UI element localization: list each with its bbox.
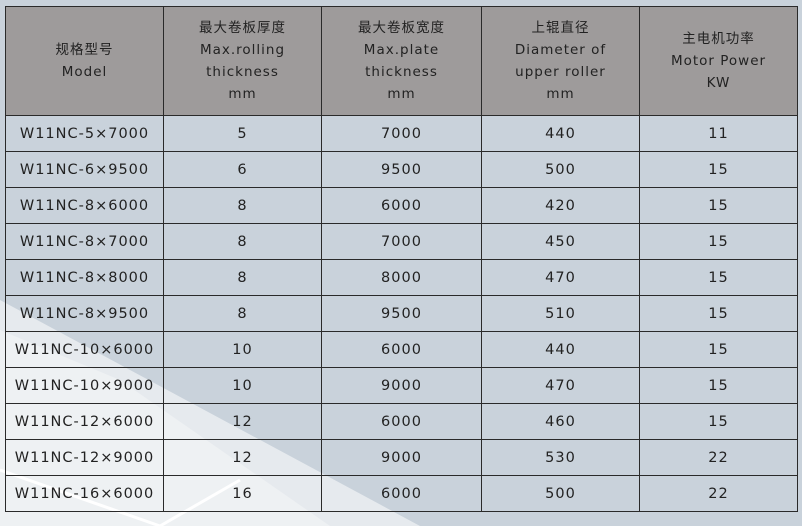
cell-model: W11NC-8×8000 bbox=[5, 259, 164, 296]
header-line: Max.rolling bbox=[199, 42, 286, 58]
cell-max-rolling-thickness: 16 bbox=[163, 475, 322, 512]
header-line: 上辊直径 bbox=[531, 20, 590, 36]
header-line: upper roller bbox=[515, 64, 606, 80]
header-model: 规格型号 Model bbox=[5, 6, 164, 116]
table-body: W11NC-5×7000 5 7000 440 11 W11NC-6×9500 6 9500 5… bbox=[5, 115, 798, 512]
header-line: Motor Power bbox=[670, 53, 767, 69]
cell-model: W11NC-8×6000 bbox=[5, 187, 164, 224]
cell-max-rolling-thickness: 8 bbox=[163, 295, 322, 332]
cell-motor-power: 11 bbox=[639, 115, 798, 152]
cell-model: W11NC-12×9000 bbox=[5, 439, 164, 476]
cell-motor-power: 15 bbox=[639, 151, 798, 188]
cell-motor-power: 15 bbox=[639, 187, 798, 224]
header-motor-power: 主电机功率 Motor Power KW bbox=[639, 6, 798, 116]
cell-upper-roller-diameter: 500 bbox=[481, 475, 640, 512]
cell-upper-roller-diameter: 420 bbox=[481, 187, 640, 224]
cell-upper-roller-diameter: 470 bbox=[481, 259, 640, 296]
cell-max-rolling-thickness: 8 bbox=[163, 187, 322, 224]
header-line: 最大卷板厚度 bbox=[199, 20, 286, 36]
table-row: W11NC-12×9000 12 9000 530 22 bbox=[5, 439, 798, 476]
cell-model: W11NC-6×9500 bbox=[5, 151, 164, 188]
table-row: W11NC-8×8000 8 8000 470 15 bbox=[5, 259, 798, 296]
cell-model: W11NC-5×7000 bbox=[5, 115, 164, 152]
header-line: Max.plate bbox=[363, 42, 440, 58]
table-row: W11NC-16×6000 16 6000 500 22 bbox=[5, 475, 798, 512]
cell-model: W11NC-12×6000 bbox=[5, 403, 164, 440]
header-max-plate-width: 最大卷板宽度 Max.plate thickness mm bbox=[321, 6, 482, 116]
cell-model: W11NC-10×9000 bbox=[5, 367, 164, 404]
cell-motor-power: 15 bbox=[639, 259, 798, 296]
cell-upper-roller-diameter: 500 bbox=[481, 151, 640, 188]
cell-model: W11NC-8×7000 bbox=[5, 223, 164, 260]
cell-max-plate-width: 9500 bbox=[321, 151, 482, 188]
cell-motor-power: 15 bbox=[639, 367, 798, 404]
header-line: mm bbox=[387, 86, 416, 102]
cell-max-plate-width: 6000 bbox=[321, 331, 482, 368]
table-row: W11NC-5×7000 5 7000 440 11 bbox=[5, 115, 798, 152]
cell-max-rolling-thickness: 10 bbox=[163, 331, 322, 368]
header-line: mm bbox=[228, 86, 257, 102]
cell-upper-roller-diameter: 450 bbox=[481, 223, 640, 260]
spec-table: 规格型号 Model 最大卷板厚度 Max.rolling thickness mm 最大卷… bbox=[5, 6, 798, 512]
table-row: W11NC-10×9000 10 9000 470 15 bbox=[5, 367, 798, 404]
header-line: thickness bbox=[365, 64, 438, 80]
cell-max-plate-width: 8000 bbox=[321, 259, 482, 296]
cell-max-plate-width: 9000 bbox=[321, 439, 482, 476]
header-row: 规格型号 Model 最大卷板厚度 Max.rolling thickness mm 最大卷… bbox=[5, 6, 798, 116]
cell-motor-power: 15 bbox=[639, 331, 798, 368]
header-line: thickness bbox=[206, 64, 279, 80]
table-row: W11NC-12×6000 12 6000 460 15 bbox=[5, 403, 798, 440]
cell-max-rolling-thickness: 6 bbox=[163, 151, 322, 188]
cell-max-plate-width: 9500 bbox=[321, 295, 482, 332]
cell-upper-roller-diameter: 460 bbox=[481, 403, 640, 440]
cell-max-plate-width: 6000 bbox=[321, 403, 482, 440]
header-line: KW bbox=[706, 75, 731, 91]
table-row: W11NC-10×6000 10 6000 440 15 bbox=[5, 331, 798, 368]
header-line: mm bbox=[546, 86, 575, 102]
cell-max-plate-width: 6000 bbox=[321, 475, 482, 512]
cell-upper-roller-diameter: 530 bbox=[481, 439, 640, 476]
cell-upper-roller-diameter: 440 bbox=[481, 115, 640, 152]
header-line: Model bbox=[61, 64, 108, 80]
cell-max-rolling-thickness: 8 bbox=[163, 259, 322, 296]
cell-max-plate-width: 7000 bbox=[321, 115, 482, 152]
cell-motor-power: 15 bbox=[639, 403, 798, 440]
cell-max-plate-width: 6000 bbox=[321, 187, 482, 224]
table-row: W11NC-8×6000 8 6000 420 15 bbox=[5, 187, 798, 224]
cell-max-rolling-thickness: 8 bbox=[163, 223, 322, 260]
cell-upper-roller-diameter: 440 bbox=[481, 331, 640, 368]
table-row: W11NC-8×7000 8 7000 450 15 bbox=[5, 223, 798, 260]
cell-model: W11NC-10×6000 bbox=[5, 331, 164, 368]
cell-max-rolling-thickness: 10 bbox=[163, 367, 322, 404]
cell-upper-roller-diameter: 470 bbox=[481, 367, 640, 404]
cell-motor-power: 15 bbox=[639, 223, 798, 260]
header-line: 最大卷板宽度 bbox=[358, 20, 445, 36]
cell-upper-roller-diameter: 510 bbox=[481, 295, 640, 332]
header-upper-roller-diameter: 上辊直径 Diameter of upper roller mm bbox=[481, 6, 640, 116]
cell-motor-power: 22 bbox=[639, 475, 798, 512]
table-row: W11NC-8×9500 8 9500 510 15 bbox=[5, 295, 798, 332]
cell-model: W11NC-16×6000 bbox=[5, 475, 164, 512]
cell-motor-power: 22 bbox=[639, 439, 798, 476]
header-line: 主电机功率 bbox=[682, 31, 755, 47]
cell-motor-power: 15 bbox=[639, 295, 798, 332]
cell-max-plate-width: 7000 bbox=[321, 223, 482, 260]
cell-model: W11NC-8×9500 bbox=[5, 295, 164, 332]
cell-max-rolling-thickness: 12 bbox=[163, 439, 322, 476]
cell-max-rolling-thickness: 5 bbox=[163, 115, 322, 152]
header-max-rolling-thickness: 最大卷板厚度 Max.rolling thickness mm bbox=[163, 6, 322, 116]
cell-max-rolling-thickness: 12 bbox=[163, 403, 322, 440]
header-line: 规格型号 bbox=[55, 42, 114, 58]
cell-max-plate-width: 9000 bbox=[321, 367, 482, 404]
table-row: W11NC-6×9500 6 9500 500 15 bbox=[5, 151, 798, 188]
header-line: Diameter of bbox=[514, 42, 607, 58]
